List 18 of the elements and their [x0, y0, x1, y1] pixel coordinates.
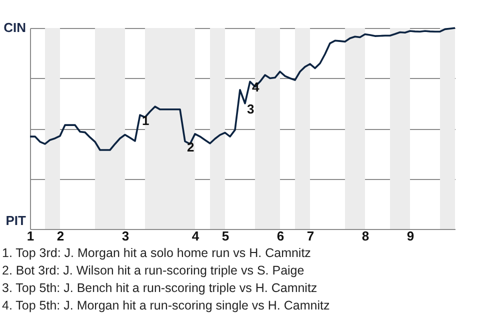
text: 3. Top 5th: J. Bench hit a run-scoring triple vs H. Camnitz: [2, 281, 318, 295]
text: 2. Bot 3rd: J. Wilson hit a run-scoring triple vs S. Paige: [2, 264, 304, 278]
annotation: 1: [142, 113, 150, 128]
x-tick-label: 4: [192, 228, 200, 244]
annotation: 3: [247, 101, 254, 116]
x-tick-label: 3: [122, 228, 130, 244]
x-tick-label: 7: [306, 228, 314, 244]
text: PIT: [6, 213, 26, 228]
text: 1. Top 3rd: J. Morgan hit a solo home run vs H. Camnitz: [2, 246, 311, 260]
x-tick-label: 5: [222, 228, 230, 244]
x-tick-label: 6: [276, 228, 284, 244]
x-tick-label: 1: [26, 228, 34, 244]
x-tick-label: 8: [362, 228, 370, 244]
text: CIN: [4, 20, 26, 35]
text: 4. Top 5th: J. Morgan hit a run-scoring single vs H. Camnitz: [2, 298, 330, 312]
annotation: 2: [187, 139, 194, 154]
x-tick-label: 2: [56, 228, 64, 244]
x-tick-label: 9: [406, 228, 414, 244]
